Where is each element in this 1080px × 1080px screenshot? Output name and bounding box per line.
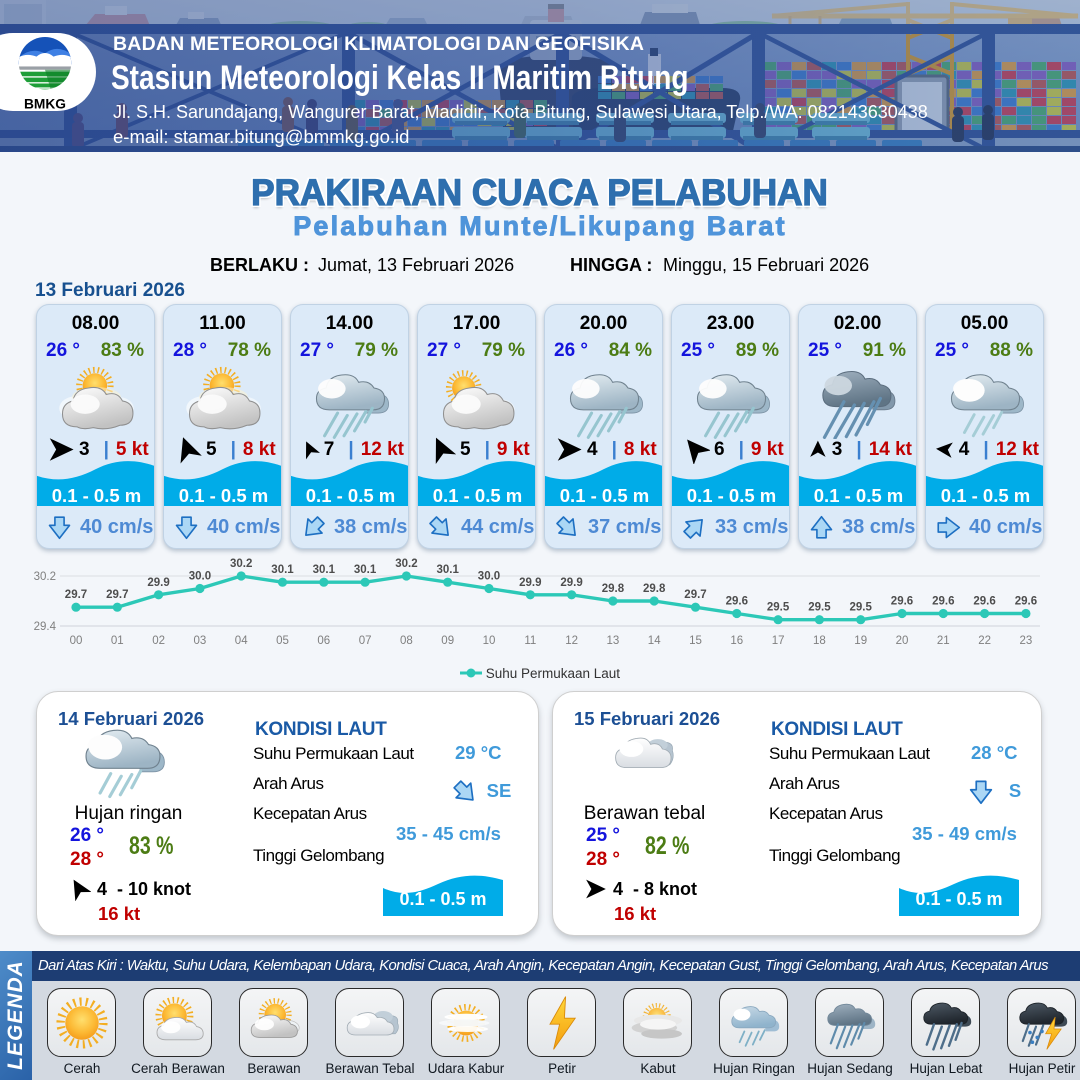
svg-text:21: 21 [937, 635, 950, 647]
svg-text:14: 14 [648, 635, 661, 647]
svg-text:30.1: 30.1 [354, 564, 377, 576]
svg-text:30.2: 30.2 [230, 558, 252, 570]
svg-text:00: 00 [70, 635, 83, 647]
svg-text:05: 05 [276, 635, 289, 647]
svg-text:01: 01 [111, 635, 124, 647]
svg-text:23: 23 [1020, 635, 1033, 647]
svg-text:29.6: 29.6 [1015, 596, 1037, 608]
svg-text:29.5: 29.5 [850, 602, 873, 614]
svg-text:19: 19 [854, 635, 867, 647]
svg-text:30.0: 30.0 [478, 571, 500, 583]
svg-text:29.6: 29.6 [726, 596, 748, 608]
svg-text:30.0: 30.0 [189, 571, 211, 583]
svg-text:BMKG: BMKG [24, 96, 66, 111]
svg-text:08: 08 [400, 635, 413, 647]
svg-text:30.2: 30.2 [34, 571, 56, 583]
svg-text:22: 22 [978, 635, 991, 647]
svg-text:29.9: 29.9 [560, 577, 582, 589]
svg-text:04: 04 [235, 635, 248, 647]
svg-text:30.1: 30.1 [313, 564, 336, 576]
svg-text:29.8: 29.8 [643, 583, 666, 595]
svg-text:12: 12 [565, 635, 578, 647]
svg-text:16: 16 [730, 635, 743, 647]
svg-text:29.6: 29.6 [891, 596, 913, 608]
svg-text:29.7: 29.7 [684, 589, 706, 601]
svg-text:29.8: 29.8 [602, 583, 625, 595]
svg-text:10: 10 [483, 635, 496, 647]
svg-text:06: 06 [317, 635, 330, 647]
svg-text:30.1: 30.1 [271, 564, 294, 576]
svg-text:30.1: 30.1 [437, 564, 460, 576]
svg-text:13: 13 [607, 635, 620, 647]
svg-text:17: 17 [772, 635, 785, 647]
svg-text:30.2: 30.2 [395, 558, 417, 570]
svg-text:29.7: 29.7 [65, 589, 87, 601]
svg-text:03: 03 [194, 635, 207, 647]
svg-text:09: 09 [441, 635, 454, 647]
svg-text:29.7: 29.7 [106, 589, 128, 601]
svg-text:29.9: 29.9 [519, 577, 541, 589]
svg-text:29.6: 29.6 [973, 596, 995, 608]
svg-text:07: 07 [359, 635, 372, 647]
svg-text:29.9: 29.9 [147, 577, 169, 589]
svg-text:02: 02 [152, 635, 165, 647]
svg-text:29.5: 29.5 [808, 602, 831, 614]
svg-text:29.5: 29.5 [767, 602, 790, 614]
svg-text:29.4: 29.4 [34, 621, 57, 633]
svg-text:18: 18 [813, 635, 826, 647]
svg-text:29.6: 29.6 [932, 596, 954, 608]
svg-text:15: 15 [689, 635, 702, 647]
svg-text:11: 11 [524, 635, 536, 647]
svg-text:20: 20 [896, 635, 909, 647]
